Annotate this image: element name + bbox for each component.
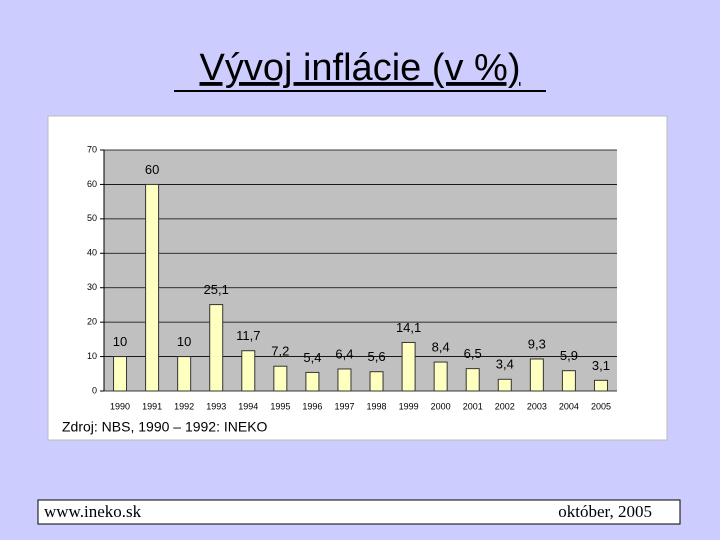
bar xyxy=(209,304,224,392)
source-note: Zdroj: NBS, 1990 – 1992: INEKO xyxy=(62,419,268,435)
x-tick-label: 1991 xyxy=(142,401,162,411)
footer-right: október, 2005 xyxy=(558,502,652,521)
x-tick-label: 1992 xyxy=(174,401,194,411)
value-label: 3,4 xyxy=(496,357,514,372)
y-tick-label: 40 xyxy=(87,248,97,258)
y-tick-label: 0 xyxy=(92,385,97,395)
value-label: 5,6 xyxy=(367,349,385,364)
bar xyxy=(145,183,160,392)
bar xyxy=(465,368,480,392)
y-tick-label: 70 xyxy=(87,144,97,154)
x-tick-label: 1996 xyxy=(302,401,322,411)
x-tick-label: 1997 xyxy=(334,401,354,411)
value-label: 10 xyxy=(177,334,191,349)
x-tick-label: 1990 xyxy=(110,401,130,411)
x-tick-label: 2000 xyxy=(431,401,451,411)
x-tick-label: 2004 xyxy=(559,401,579,411)
bar xyxy=(497,378,512,392)
bar xyxy=(177,356,192,392)
value-label: 8,4 xyxy=(432,340,450,355)
y-tick-label: 50 xyxy=(87,213,97,223)
bar xyxy=(273,365,288,392)
y-tick-label: 10 xyxy=(87,351,97,361)
bar xyxy=(241,350,256,392)
bar xyxy=(593,379,608,392)
value-label: 14,1 xyxy=(396,320,421,335)
x-tick-label: 1999 xyxy=(399,401,419,411)
value-label: 11,7 xyxy=(236,328,260,343)
y-tick-label: 60 xyxy=(87,179,97,189)
x-tick-label: 2005 xyxy=(591,401,611,411)
bar xyxy=(305,371,320,392)
bar xyxy=(433,361,448,392)
bar xyxy=(369,371,384,392)
footer-left: www.ineko.sk xyxy=(44,502,142,521)
bar xyxy=(113,356,128,392)
slide-title: Vývoj inflácie (v %) xyxy=(200,47,521,89)
footer-box xyxy=(37,499,681,525)
x-tick-label: 1995 xyxy=(270,401,290,411)
plot-area xyxy=(104,150,617,391)
value-label: 6,4 xyxy=(335,346,353,361)
x-tick-label: 2003 xyxy=(527,401,547,411)
x-tick-label: 2002 xyxy=(495,401,515,411)
value-label: 5,4 xyxy=(303,350,321,365)
x-tick-label: 1993 xyxy=(206,401,226,411)
x-tick-label: 2001 xyxy=(463,401,483,411)
y-tick-label: 20 xyxy=(87,317,97,327)
bar xyxy=(529,358,544,392)
x-tick-label: 1994 xyxy=(238,401,258,411)
bar xyxy=(401,341,416,392)
value-label: 3,1 xyxy=(592,358,610,373)
value-label: 7,2 xyxy=(271,344,289,359)
y-tick-label: 30 xyxy=(87,282,97,292)
x-tick-label: 1998 xyxy=(367,401,387,411)
chart: 0 10 20 30 40 50 60 70 1990 10 1991 60 1992 10 1993 25,… xyxy=(87,144,617,411)
value-label: 9,3 xyxy=(528,336,546,351)
value-label: 6,5 xyxy=(464,346,482,361)
value-label: 5,9 xyxy=(560,348,578,363)
value-label: 60 xyxy=(145,162,159,177)
bar xyxy=(337,368,352,392)
value-label: 25,1 xyxy=(204,282,229,297)
bar xyxy=(561,370,576,392)
value-label: 10 xyxy=(113,334,127,349)
